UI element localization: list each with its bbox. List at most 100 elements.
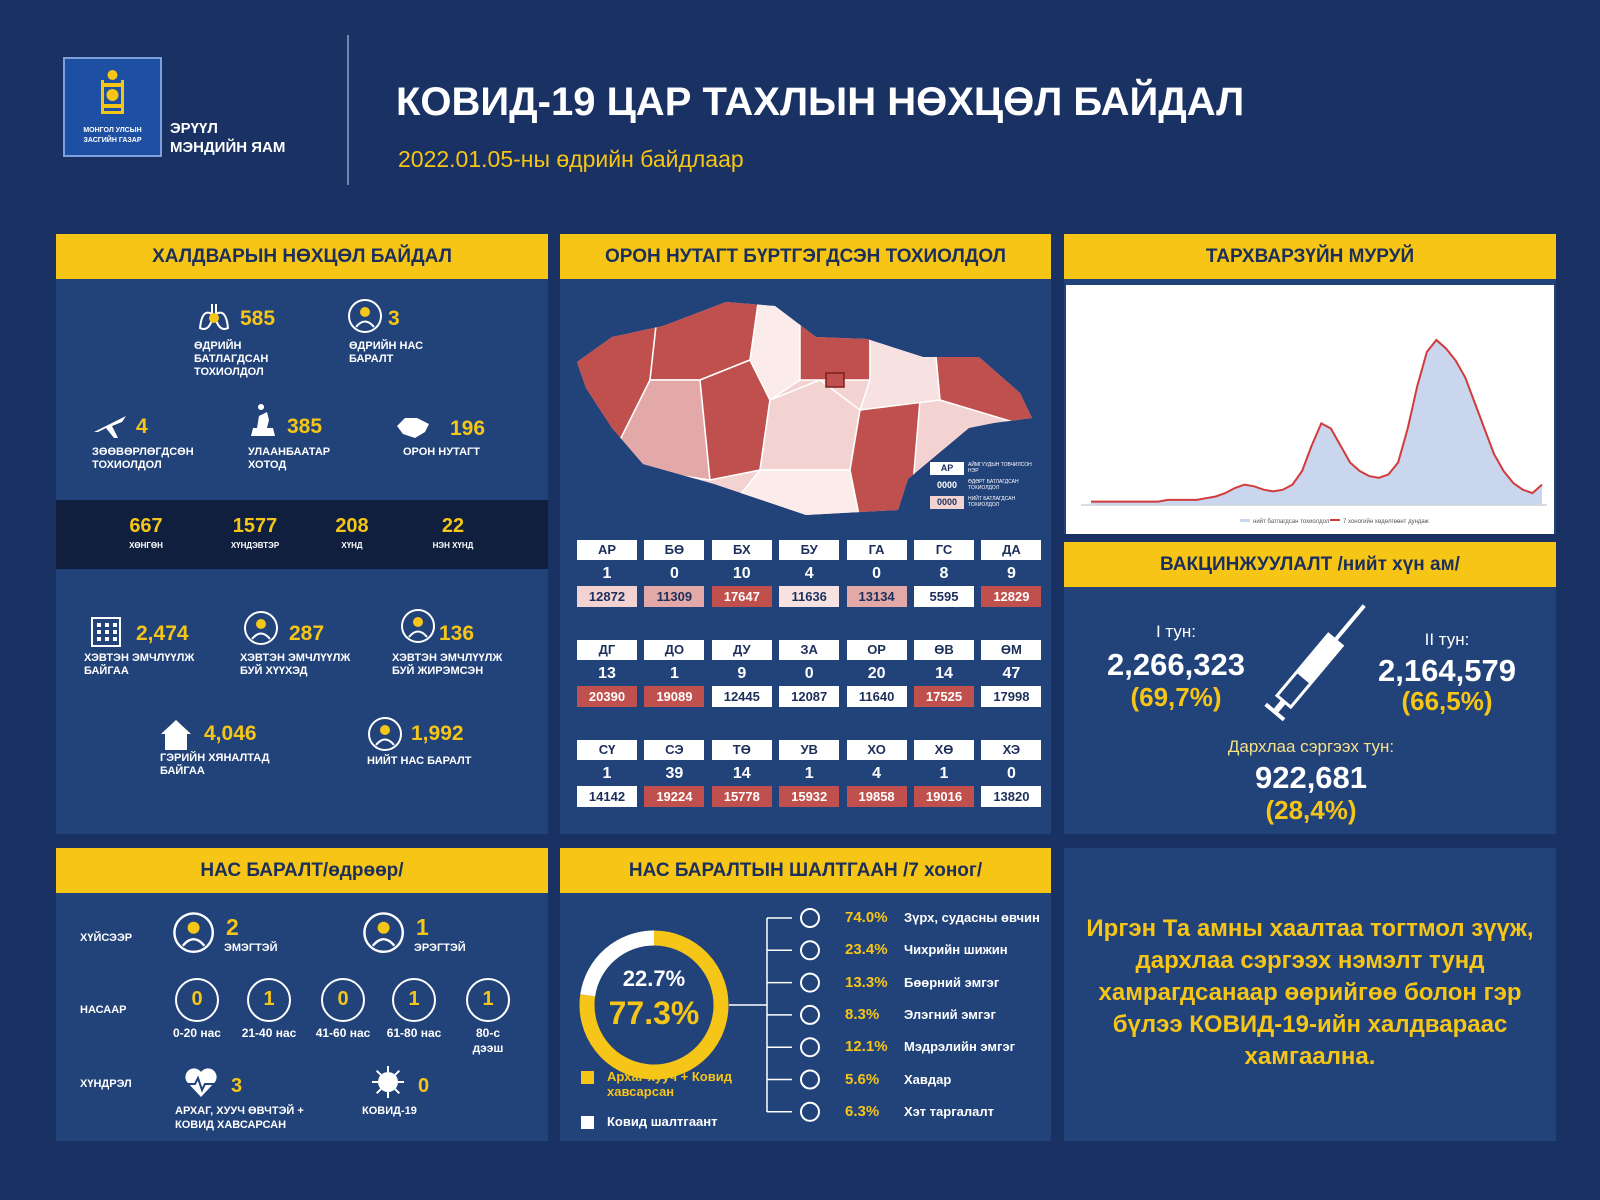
severity-value: 1577 (232, 515, 278, 537)
death-label: ЭРЭГТЭЙ (414, 942, 466, 954)
province-code: ДА (981, 540, 1042, 560)
cause-share: 13.3% (845, 973, 888, 991)
icon-part (394, 1088, 401, 1095)
panel-title: ТАРХВАРЗҮЙН МУРУЙ (1064, 234, 1556, 279)
province-total: 15778 (711, 786, 772, 807)
province-total: 19089 (644, 686, 705, 707)
province-daily: 14 (935, 665, 953, 682)
legend-swatch (581, 1116, 594, 1129)
map-legend-sample: 0000 (936, 480, 958, 490)
cause-icon (800, 1037, 820, 1058)
stat-value: 1,992 (411, 722, 464, 745)
icon (173, 912, 215, 954)
icon-part (105, 630, 109, 634)
stat-value: 4 (136, 415, 148, 438)
stat-label: ӨДРИЙН НАС БАРАЛТ (349, 340, 424, 365)
province-daily: 0 (669, 565, 679, 582)
icon-part (97, 623, 101, 627)
legend-swatch (581, 1071, 594, 1084)
cause-share: 6.3% (845, 1102, 880, 1120)
cause-share: 8.3% (845, 1005, 880, 1023)
cause-label: Элэгний эмгэг (904, 1006, 996, 1022)
icon-part (363, 912, 405, 954)
province-code: ӨВ (914, 640, 974, 660)
icon (372, 1066, 404, 1098)
province-daily: 4 (804, 565, 814, 582)
stat-value: 136 (439, 622, 475, 645)
legend-swatch (1240, 519, 1250, 522)
icon-part (348, 299, 382, 333)
message: Иргэн Та амны хаалтаа тогтмол зүүж, дарх… (1086, 915, 1534, 1070)
stat-value: 585 (240, 307, 276, 330)
province-daily: 47 (1002, 665, 1021, 682)
logo-text: ЗАСГИЙН ГАЗАР (83, 137, 142, 144)
province-daily: 9 (1006, 565, 1016, 582)
curve-area (1091, 340, 1542, 505)
ministry: ЭРҮҮЛ (170, 120, 218, 137)
icon-part (397, 418, 429, 438)
age-ring (247, 978, 291, 1022)
province-total: 17998 (981, 686, 1042, 707)
province-total: 12872 (577, 586, 637, 607)
icon-part (113, 637, 117, 641)
death-value: 0 (418, 1075, 430, 1097)
severity-band (56, 500, 548, 569)
ministry: МЭНДИЙН ЯАМ (170, 139, 286, 156)
stat-label: ЗӨӨВӨРЛӨГДСӨН ТОХИОЛДОЛ (92, 446, 194, 471)
province-total: 11309 (644, 586, 705, 607)
death-value: 3 (231, 1075, 243, 1097)
syringe-part (1296, 634, 1343, 685)
legend-label: Ковид шалтгаант (607, 1114, 718, 1129)
province-code: ОР (846, 640, 907, 660)
province-code: УВ (779, 740, 840, 760)
stat-label: ОРОН НУТАГТ (403, 446, 481, 458)
province-code: СЭ (644, 740, 705, 760)
donut-label: 77.3% (608, 995, 700, 1031)
icon-part (113, 630, 117, 634)
province-total: 13134 (846, 586, 907, 607)
stat-value: 4,046 (204, 722, 257, 745)
province-daily: 0 (804, 665, 814, 682)
icon (94, 416, 126, 438)
icon-part (181, 938, 206, 947)
stat-value: 287 (289, 622, 325, 645)
age-value: 0 (337, 988, 349, 1010)
icon (198, 304, 230, 330)
icon-part (105, 637, 109, 641)
icon (91, 617, 121, 647)
province-daily: 10 (732, 565, 751, 582)
province-daily: 0 (872, 565, 882, 582)
province-daily: 0 (1006, 765, 1016, 782)
severity-value: 22 (441, 515, 465, 537)
province-code: ГА (846, 540, 907, 560)
icon (363, 912, 405, 954)
icon-part (371, 938, 396, 947)
province-total: 19858 (846, 786, 907, 807)
icon (401, 609, 435, 643)
age-value: 0 (191, 988, 203, 1010)
death-label: ЭМЭГТЭЙ (224, 942, 278, 954)
province-daily: 8 (939, 565, 949, 582)
legend-label: Архаг хууч + Ковид хавсарсан (607, 1069, 732, 1099)
age-ring (466, 978, 510, 1022)
cause-icon (800, 1101, 820, 1122)
province-daily: 20 (867, 665, 886, 682)
province-total: 11636 (779, 586, 840, 607)
stat-label: НИЙТ НАС БАРАЛТ (367, 755, 472, 767)
province-daily: 9 (737, 665, 747, 682)
stat-label: ХЭВТЭН ЭМЧЛҮҮЛЖ БУЙ ХҮҮХЭД (240, 652, 351, 677)
syringe-part (1273, 699, 1287, 713)
cause-label: Зүрх, судасны өвчин (904, 910, 1040, 925)
dose-label: II тун: (1424, 630, 1470, 649)
dose-count: 922,681 (1254, 760, 1368, 795)
icon (185, 1068, 217, 1097)
row-label: НАСААР (80, 1004, 127, 1016)
dose-share: (66,5%) (1401, 686, 1493, 716)
icon-part (209, 313, 219, 323)
cause-label: Чихрийн шижин (904, 942, 1008, 958)
panel-title: ХАЛДВАРЫН НӨХЦӨЛ БАЙДАЛ (56, 234, 548, 279)
icon-part (251, 632, 271, 640)
icon-part (401, 609, 435, 643)
dose-count: 2,164,579 (1378, 653, 1516, 688)
icon-part (251, 404, 275, 436)
